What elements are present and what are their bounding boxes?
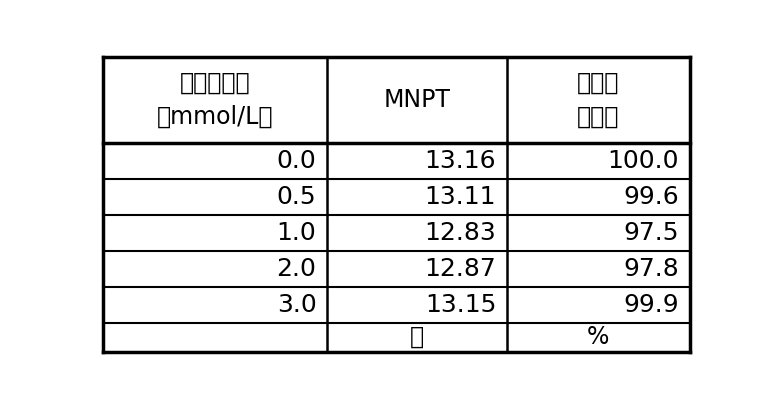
Text: 100.0: 100.0	[608, 149, 679, 173]
Text: 3.0: 3.0	[277, 293, 316, 317]
Text: 氯化髯浓度
（mmol/L）: 氯化髯浓度 （mmol/L）	[157, 71, 273, 129]
Text: 13.16: 13.16	[424, 149, 496, 173]
Text: 12.83: 12.83	[424, 221, 496, 245]
Text: MNPT: MNPT	[383, 88, 451, 112]
Text: 相对于
不添加: 相对于 不添加	[577, 71, 619, 129]
Text: 0.0: 0.0	[277, 149, 316, 173]
Text: 13.15: 13.15	[425, 293, 496, 317]
Text: 2.0: 2.0	[277, 257, 316, 281]
Text: 12.87: 12.87	[424, 257, 496, 281]
Text: %: %	[587, 325, 610, 349]
Text: 13.11: 13.11	[424, 185, 496, 209]
Text: 秒: 秒	[410, 325, 424, 349]
Text: 0.5: 0.5	[277, 185, 316, 209]
Text: 97.8: 97.8	[623, 257, 679, 281]
Text: 99.9: 99.9	[623, 293, 679, 317]
Text: 99.6: 99.6	[623, 185, 679, 209]
Text: 1.0: 1.0	[277, 221, 316, 245]
Text: 97.5: 97.5	[624, 221, 679, 245]
